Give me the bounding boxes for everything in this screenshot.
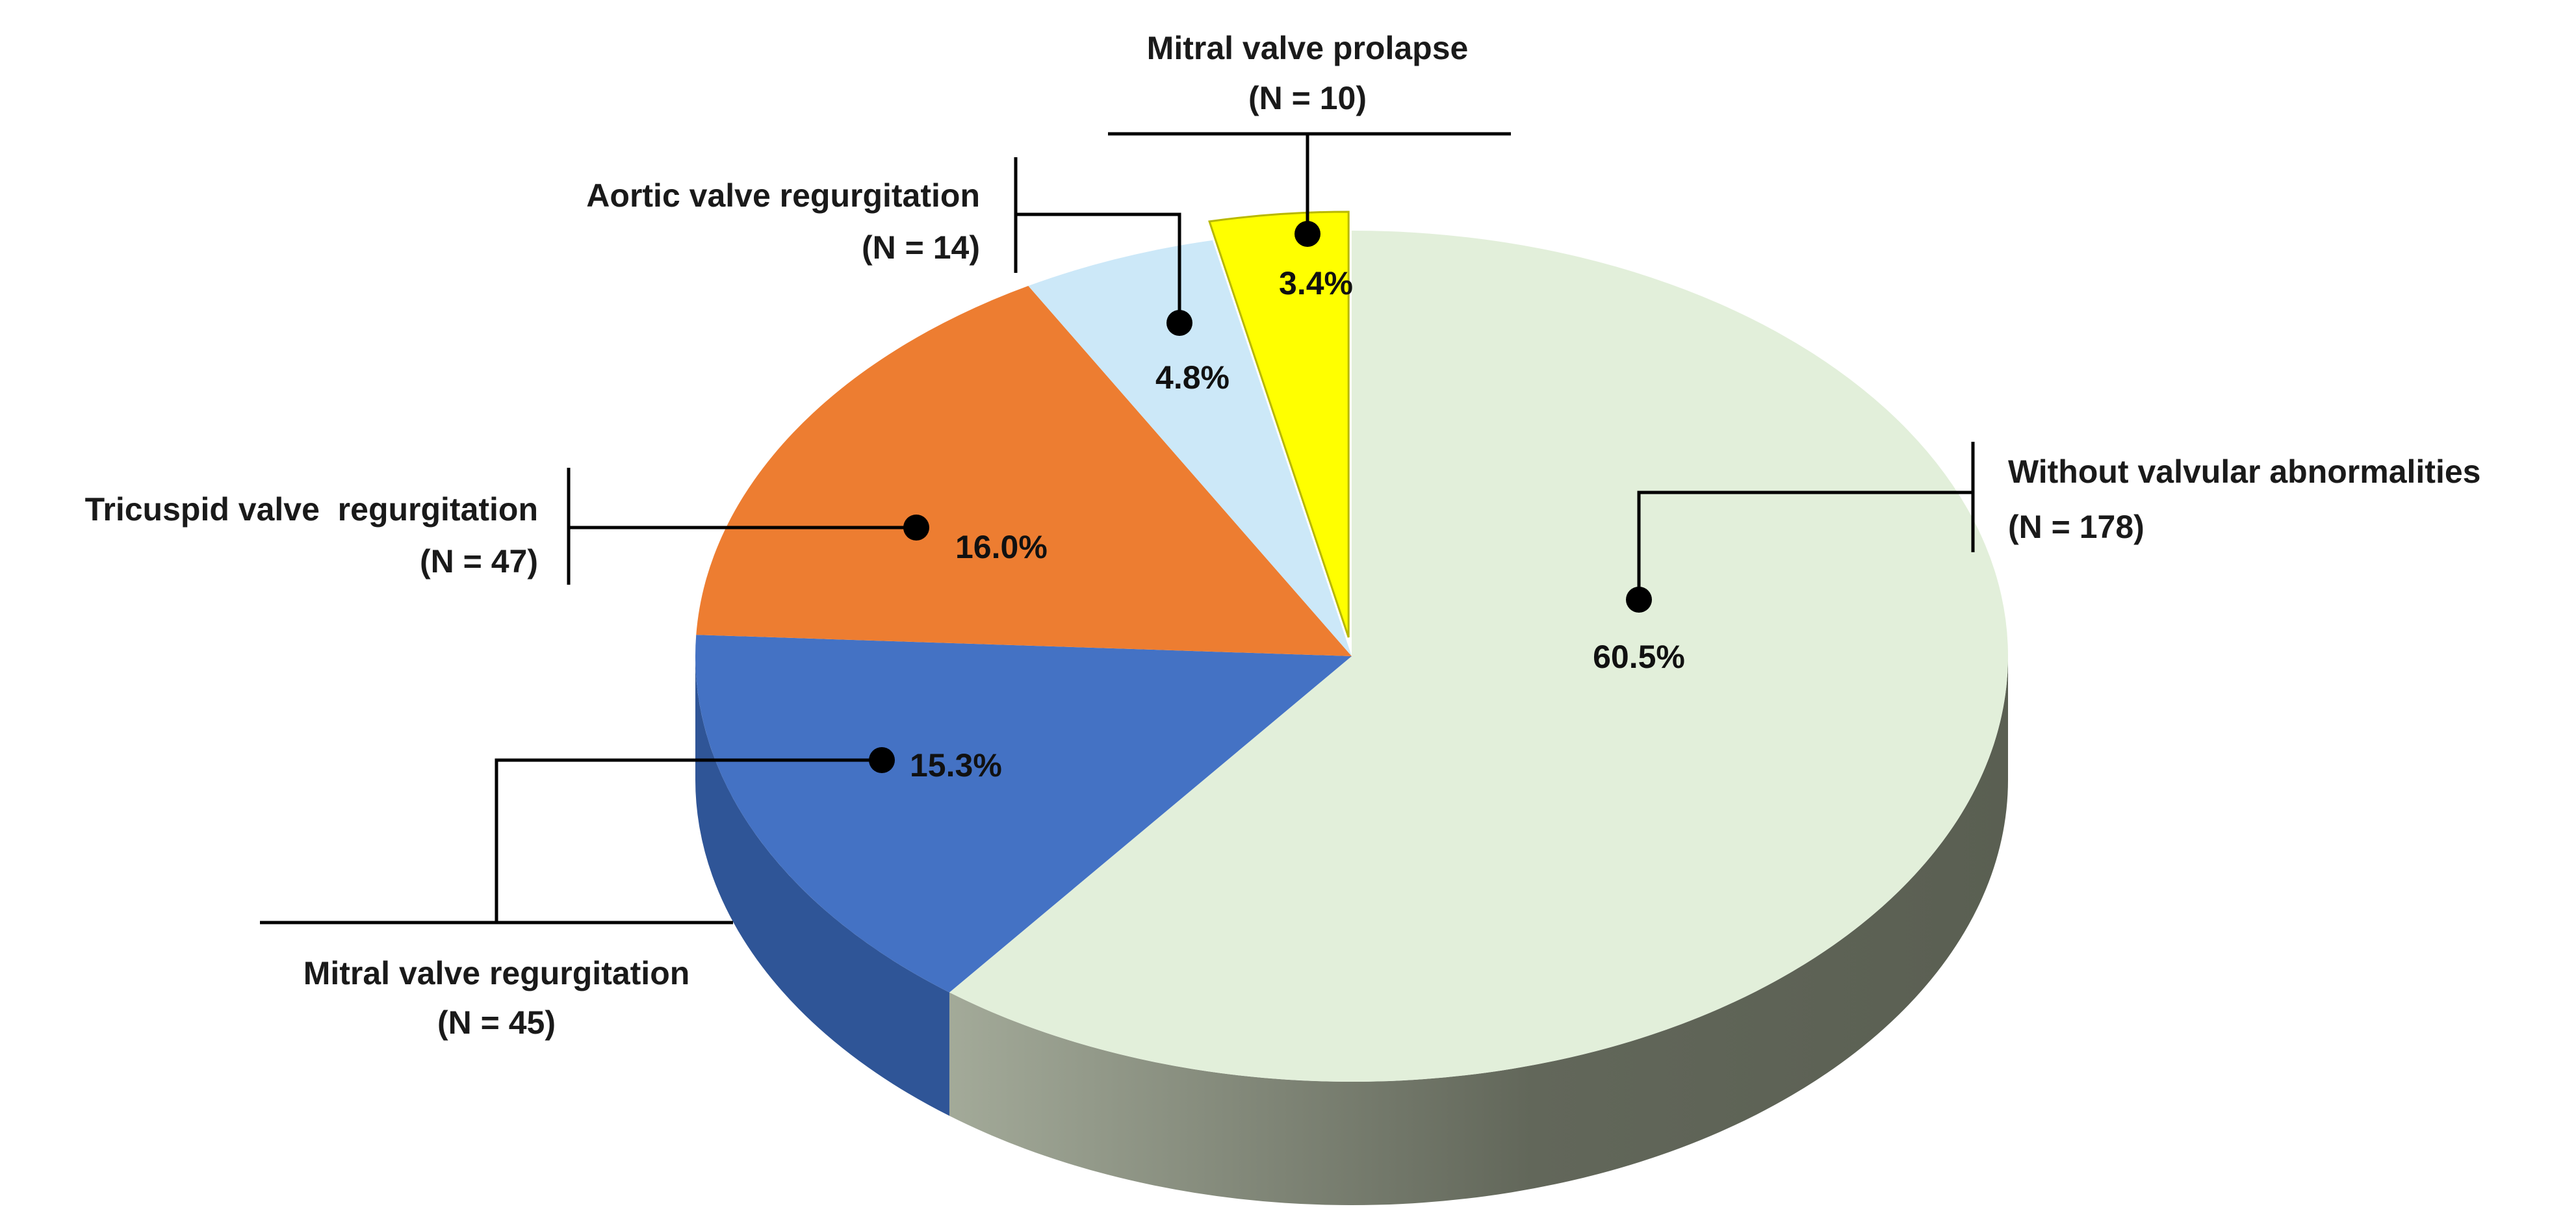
pie-slice-4 — [1028, 240, 1352, 656]
leader-line-2 — [495, 758, 882, 923]
pie-slice-3 — [696, 286, 1352, 656]
labels-layer: 60.5% Without valvular abnormalities (N = … — [85, 30, 2481, 1041]
leader-line-4 — [1016, 212, 1181, 323]
data-label-5: 3.4% — [1279, 265, 1353, 301]
count-label-4: (N = 14) — [862, 229, 980, 266]
data-label-4: 4.8% — [1155, 359, 1230, 396]
leader-dot-2 — [869, 747, 895, 773]
leader-lines-layer — [260, 132, 1975, 924]
category-label-5: Mitral valve prolapse — [1147, 30, 1469, 66]
category-label-2: Mitral valve regurgitation — [303, 955, 690, 991]
category-label-4: Aortic valve regurgitation — [586, 177, 980, 214]
count-label-2: (N = 45) — [437, 1004, 556, 1041]
count-label-1: (N = 178) — [2008, 509, 2145, 545]
pie-slice-1 — [949, 231, 2008, 1082]
pie-slice-5 — [1208, 210, 1350, 638]
leader-dot-5 — [1294, 221, 1320, 247]
leader-dot-4 — [1166, 310, 1192, 336]
data-label-3: 16.0% — [955, 529, 1048, 565]
count-label-3: (N = 47) — [420, 543, 538, 580]
pie-top-layer — [695, 210, 2008, 1082]
pie-side-2 — [695, 656, 949, 1116]
data-label-1: 60.5% — [1593, 639, 1685, 675]
count-label-5: (N = 10) — [1248, 80, 1367, 116]
pie-side-layer — [695, 656, 2009, 1205]
data-label-2: 15.3% — [910, 747, 1002, 784]
leader-dot-1 — [1626, 587, 1652, 613]
category-label-3: Tricuspid valve regurgitation — [85, 491, 538, 528]
leader-dot-3 — [903, 515, 929, 541]
leader-line-1 — [1637, 491, 1973, 600]
category-label-1: Without valvular abnormalities — [2008, 453, 2480, 490]
pie-slice-2 — [695, 635, 1352, 993]
pie-side-1 — [949, 656, 2009, 1205]
